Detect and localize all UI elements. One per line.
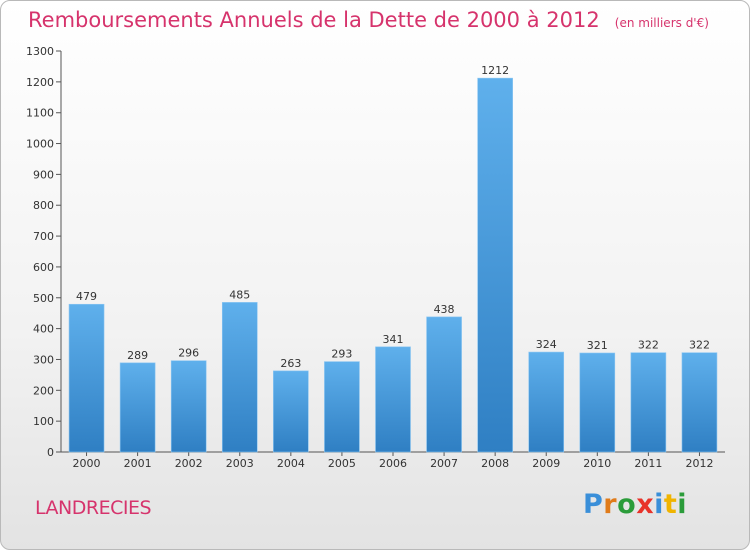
bar (119, 362, 156, 453)
proxiti-logo: Proxiti (583, 489, 687, 520)
y-tick-label: 100 (33, 415, 54, 428)
city-name: LANDRECIES (35, 497, 152, 519)
logo-letter: x (636, 489, 655, 520)
bar (579, 352, 616, 453)
bar-value-label: 485 (229, 288, 250, 301)
y-tick-label: 0 (47, 446, 54, 459)
bar (221, 302, 258, 453)
logo-letter: t (663, 489, 678, 520)
chart-title: Remboursements Annuels de la Dette de 20… (28, 8, 600, 32)
bar (170, 360, 207, 453)
y-tick-label: 200 (33, 384, 54, 397)
bar (528, 351, 565, 453)
logo-letter: i (654, 489, 664, 520)
bar-value-label: 322 (689, 339, 710, 352)
x-axis: 2000 2001 2002 2003 2004 2005 2006 2007 2008 2009… (61, 451, 725, 470)
y-axis: 0 100 200 300 400 500 600 700 800 900 1000 1100 1200… (26, 45, 62, 459)
x-tick-label: 2006 (379, 457, 407, 470)
x-tick-label: 2011 (634, 457, 662, 470)
bar-series: 479 289 296 485 263 293 341 438 1212 324 321 322 322 (68, 64, 718, 453)
x-tick-label: 2007 (430, 457, 458, 470)
x-tick-label: 2008 (481, 457, 509, 470)
y-tick-label: 700 (33, 230, 54, 243)
bar (477, 77, 513, 453)
bar (630, 352, 667, 453)
bar-value-label: 293 (331, 348, 352, 361)
bar-value-label: 322 (638, 339, 659, 352)
bar-value-label: 324 (536, 338, 557, 351)
bar-value-label: 289 (127, 349, 148, 362)
y-tick-label: 400 (33, 323, 54, 336)
bar-value-label: 479 (76, 290, 97, 303)
y-tick-label: 1100 (26, 107, 54, 120)
bar-value-label: 341 (383, 333, 404, 346)
x-tick-label: 2000 (73, 457, 101, 470)
x-tick-label: 2009 (532, 457, 560, 470)
logo-letter: o (617, 489, 637, 520)
bar-value-label: 296 (178, 347, 199, 360)
logo-letter: P (583, 489, 604, 520)
bar (68, 303, 105, 453)
bar (681, 352, 718, 453)
y-tick-label: 500 (33, 292, 54, 305)
chart-unit-label: (en milliers d'€) (614, 16, 709, 30)
x-tick-label: 2001 (124, 457, 152, 470)
bar-value-label: 1212 (481, 64, 509, 77)
x-tick-label: 2010 (583, 457, 611, 470)
y-tick-label: 900 (33, 168, 54, 181)
x-tick-label: 2005 (328, 457, 356, 470)
y-tick-label: 1000 (26, 138, 54, 151)
bar (273, 370, 309, 453)
bar (375, 346, 411, 453)
logo-letter: i (677, 489, 688, 520)
x-tick-label: 2012 (685, 457, 713, 470)
bar-value-label: 321 (587, 339, 608, 352)
y-tick-label: 300 (33, 353, 54, 366)
x-tick-label: 2004 (277, 457, 305, 470)
y-tick-label: 1200 (26, 76, 54, 89)
y-tick-label: 1300 (26, 45, 54, 58)
y-tick-label: 600 (33, 261, 54, 274)
logo-letter: r (603, 489, 618, 520)
x-tick-label: 2002 (175, 457, 203, 470)
chart-title-block: Remboursements Annuels de la Dette de 20… (28, 8, 709, 32)
bar-value-label: 263 (280, 357, 301, 370)
bar (324, 361, 360, 453)
x-tick-label: 2003 (226, 457, 254, 470)
bar (426, 316, 462, 453)
bar-value-label: 438 (434, 303, 455, 316)
y-tick-label: 800 (33, 199, 54, 212)
